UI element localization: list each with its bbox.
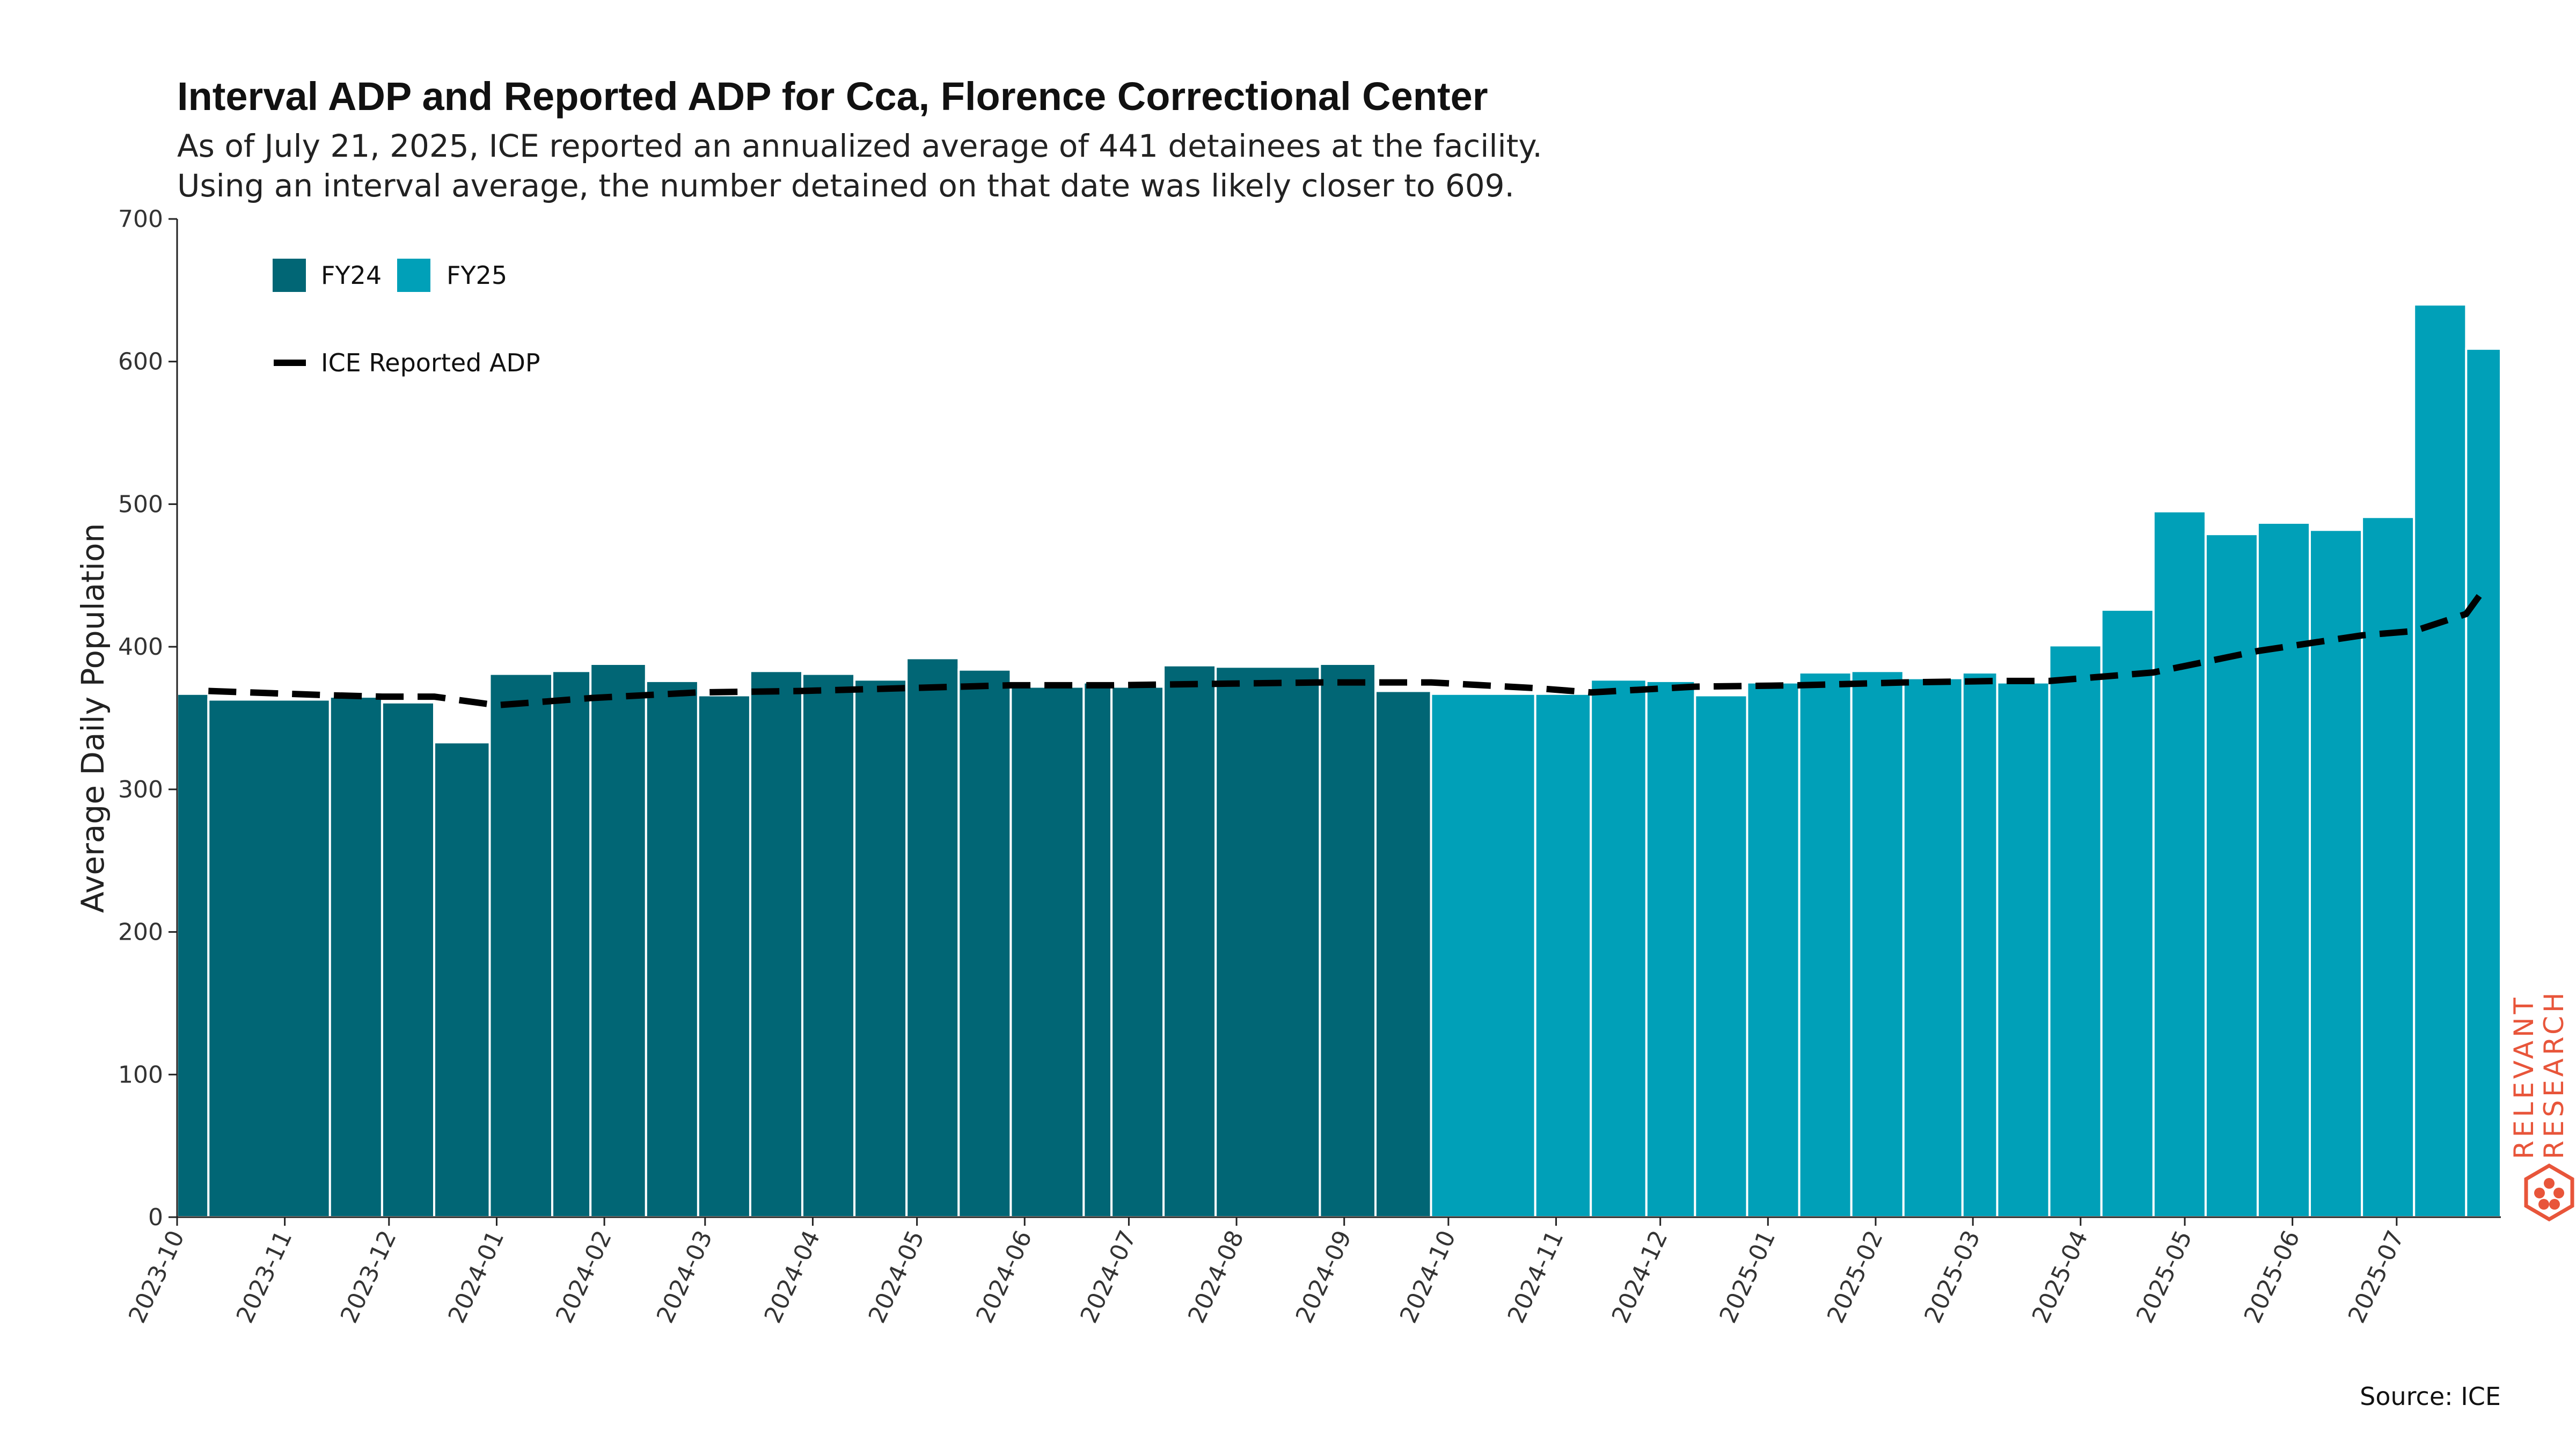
x-tick-label: 2025-07 [2343, 1226, 2410, 1327]
bar-fy25-2025-01-10 [1798, 671, 1853, 1218]
y-axis-ticks: 0 100 200 300 400 500 600 700 [118, 206, 177, 1231]
bar-fy24-2024-06-18 [1082, 681, 1113, 1218]
legend-swatch-fy24 [273, 259, 306, 292]
brand-hexagon-icon [2524, 1163, 2574, 1222]
bar-fy24-2024-02-28 [697, 694, 752, 1218]
x-tick-label: 2024-05 [863, 1226, 930, 1327]
bar-fy25-2025-05-07 [2204, 533, 2259, 1219]
brand-word-research: RESEARCH [2538, 989, 2570, 1159]
x-tick-label: 2024-07 [1075, 1226, 1141, 1327]
bar-fy24-2023-12-14 [433, 741, 491, 1218]
bar-fy24-2023-11-29 [380, 701, 436, 1219]
bar-fy24-2024-07-26 [1214, 665, 1321, 1218]
bar-fy25-2025-07-21 [2465, 347, 2502, 1218]
x-tick-label: 2023-11 [231, 1226, 298, 1327]
bar-fy24-2023-12-30 [488, 672, 553, 1218]
legend-label-fy24: FY24 [321, 261, 382, 290]
bar-fy24-2023-11-14 [328, 696, 383, 1218]
bar-fy24-2023-10-01 [176, 692, 210, 1219]
y-tick-label: 500 [118, 491, 163, 518]
x-tick-label: 2025-04 [2027, 1226, 2094, 1327]
bars-layer [176, 303, 2502, 1219]
x-tick-label: 2024-12 [1607, 1226, 1673, 1327]
bar-fy24-2024-05-13 [957, 668, 1012, 1218]
line-layer [208, 586, 2487, 709]
bar-fy25-2025-05-22 [2256, 522, 2311, 1218]
x-tick-label: 2023-10 [123, 1226, 190, 1327]
y-tick-label: 100 [118, 1061, 163, 1088]
y-tick-label: 0 [148, 1204, 163, 1231]
bar-fy25-2024-09-26 [1430, 692, 1536, 1219]
bar-fy25-2024-12-26 [1746, 681, 1801, 1218]
legend: FY24 FY25 ICE Reported ADP [273, 259, 540, 377]
brand-logo: RELEVANT RESEARCH [2508, 989, 2574, 1222]
x-tick-label: 2025-06 [2239, 1226, 2306, 1327]
bar-fy25-2025-01-25 [1850, 670, 1905, 1219]
bar-fy24-2024-04-28 [905, 657, 960, 1218]
legend-label-fy25: FY25 [447, 261, 507, 290]
bar-fy25-2024-11-27 [1645, 679, 1696, 1218]
bar-fy24-2024-07-11 [1162, 664, 1217, 1218]
bar-fy25-2025-02-09 [1902, 677, 1964, 1218]
x-axis-ticks: 2023-10 2023-11 2023-12 2024-01 2024-02 2024-… [123, 1217, 2410, 1327]
brand-word-relevant: RELEVANT [2508, 994, 2540, 1159]
x-tick-label: 2025-03 [1919, 1226, 1986, 1327]
x-tick-label: 2025-05 [2131, 1226, 2198, 1327]
legend-swatch-fy25 [397, 259, 430, 292]
x-tick-label: 2025-02 [1822, 1226, 1889, 1327]
chart-subtitle-line-2: Using an interval average, the number de… [177, 167, 1514, 204]
x-tick-label: 2024-10 [1395, 1226, 1461, 1327]
x-tick-label: 2024-08 [1183, 1226, 1249, 1327]
y-tick-label: 700 [118, 206, 163, 233]
y-tick-label: 400 [118, 633, 163, 661]
bar-fy25-2025-03-08 [1996, 681, 2051, 1218]
x-tick-label: 2024-04 [759, 1226, 825, 1327]
x-tick-label: 2024-11 [1503, 1226, 1569, 1327]
bar-fy25-2025-06-21 [2361, 516, 2416, 1218]
bar-fy24-2024-03-29 [801, 672, 856, 1218]
bar-fy25-2024-11-11 [1590, 678, 1648, 1219]
source-note: Source: ICE [2360, 1382, 2501, 1411]
y-axis-label: Average Daily Population [75, 523, 111, 913]
bar-fy24-2024-03-14 [749, 670, 804, 1219]
chart-title: Interval ADP and Reported ADP for Cca, F… [177, 74, 1488, 119]
legend-label-ice-reported: ICE Reported ADP [321, 348, 540, 377]
bar-fy24-2024-05-28 [1009, 685, 1085, 1218]
bar-fy25-2024-10-26 [1534, 692, 1592, 1219]
x-tick-label: 2023-12 [335, 1226, 402, 1327]
bar-fy24-2024-01-28 [589, 663, 647, 1218]
bar-fy25-2025-04-22 [2152, 510, 2207, 1219]
bar-fy24-2024-02-13 [645, 679, 699, 1218]
bar-fy24-2024-09-10 [1374, 690, 1432, 1218]
bar-fy24-2024-01-17 [551, 670, 592, 1219]
bar-fy24-2024-08-25 [1319, 663, 1377, 1218]
bar-fy25-2025-07-06 [2413, 303, 2468, 1218]
y-tick-label: 200 [118, 919, 163, 946]
chart-subtitle-line-1: As of July 21, 2025, ICE reported an ann… [177, 128, 1542, 164]
bar-fy25-2024-12-11 [1694, 694, 1748, 1218]
y-tick-label: 300 [118, 776, 163, 803]
bar-fy24-2023-10-10 [207, 698, 331, 1218]
bar-fy25-2025-02-26 [1961, 671, 1999, 1218]
x-tick-label: 2024-09 [1291, 1226, 1357, 1327]
x-tick-label: 2025-01 [1714, 1226, 1781, 1327]
y-tick-label: 600 [118, 348, 163, 376]
bar-fy24-2024-04-13 [853, 678, 908, 1219]
x-tick-label: 2024-06 [971, 1226, 1037, 1327]
bar-fy25-2025-03-23 [2048, 644, 2103, 1218]
bar-fy25-2025-06-06 [2309, 529, 2363, 1218]
x-tick-label: 2024-01 [443, 1226, 510, 1327]
x-tick-label: 2024-02 [551, 1226, 617, 1327]
bar-fy24-2024-06-26 [1110, 685, 1165, 1218]
ice-reported-adp-line [208, 586, 2487, 709]
bar-fy25-2025-04-07 [2100, 609, 2155, 1218]
x-tick-label: 2024-03 [652, 1226, 718, 1327]
